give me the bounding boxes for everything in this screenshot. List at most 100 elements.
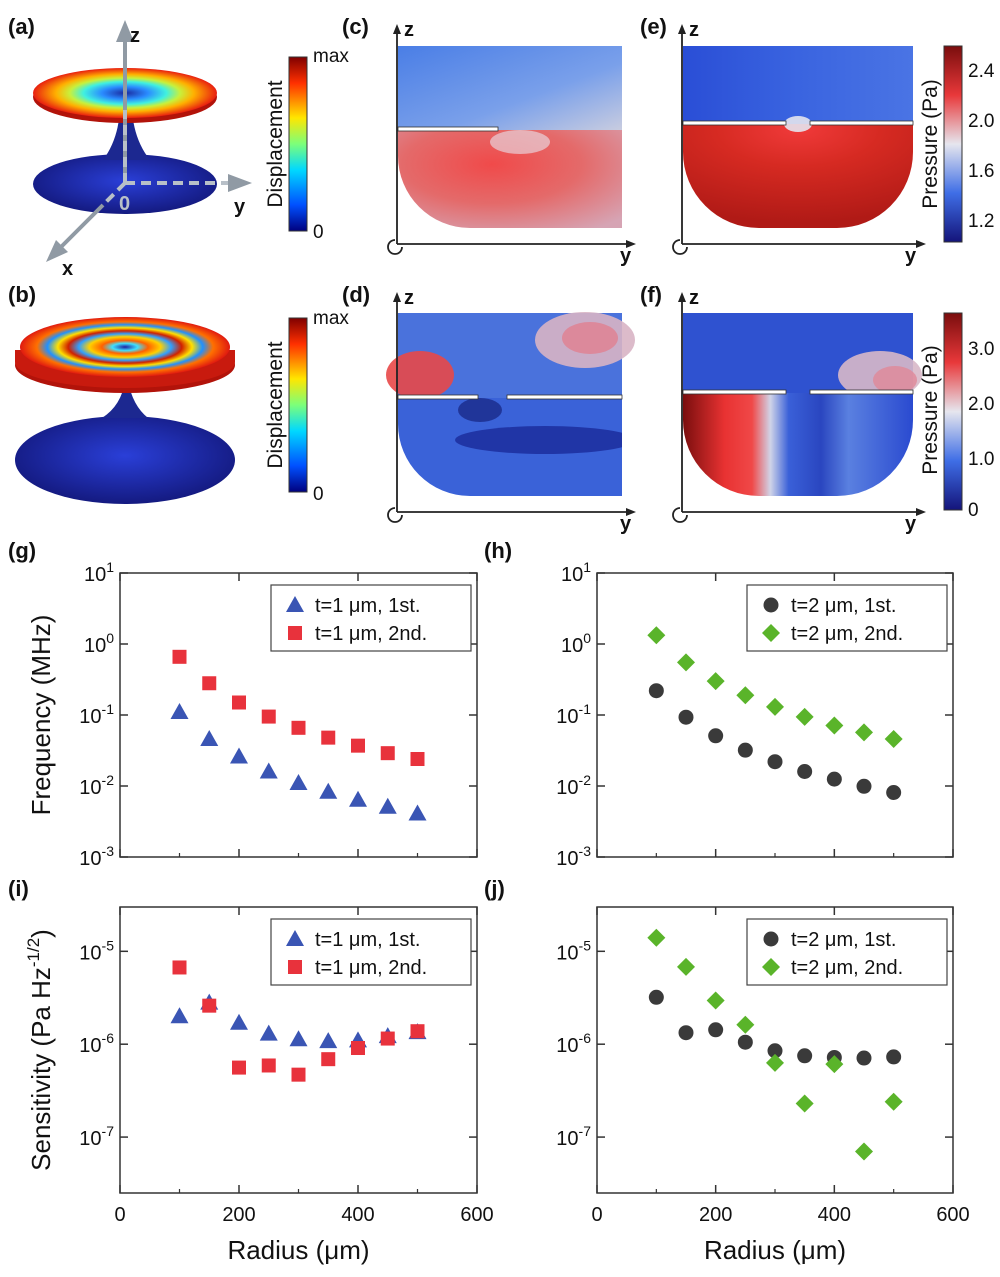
legend: t=1 μm, 1st. t=1 μm, 2nd. <box>270 918 472 986</box>
axis-origin-label: 0 <box>119 193 130 215</box>
colorbar-min-label: 0 <box>313 484 324 505</box>
axis-letter-y: y <box>905 245 917 267</box>
data-point <box>678 709 694 725</box>
colorbar-gradient <box>943 312 963 511</box>
x-axis-title: Radius (μm) <box>227 1235 369 1265</box>
colorbar-tick: 2.0 <box>968 394 994 415</box>
axis-letter-z: z <box>130 25 140 47</box>
data-point <box>767 754 783 770</box>
section-axis-letters: z y z y z y z y <box>404 19 917 535</box>
data-point <box>677 653 695 672</box>
membrane-plate <box>682 389 787 395</box>
data-point <box>410 1024 425 1039</box>
legend-label: t=2 μm, 1st. <box>791 595 896 617</box>
data-point <box>259 762 278 779</box>
axis-letter-y: y <box>234 196 246 218</box>
data-point <box>319 782 338 799</box>
data-point <box>647 626 666 645</box>
bottom-disk <box>15 416 235 504</box>
pressure-field-bottom <box>683 393 913 496</box>
data-point <box>884 729 903 748</box>
legend: t=2 μm, 1st. t=2 μm, 2nd. <box>746 918 948 986</box>
data-point <box>232 1060 246 1075</box>
section-axes <box>387 24 926 523</box>
y-tick-label: 10-1 <box>79 701 114 728</box>
legend: t=2 μm, 1st. t=2 μm, 2nd. <box>746 584 948 652</box>
y-tick-label: 10-7 <box>556 1123 591 1150</box>
series-diamond <box>647 928 903 1161</box>
membrane-3d-second-mode <box>15 317 235 504</box>
x-tick-label: 200 <box>222 1204 255 1226</box>
data-point <box>172 649 187 664</box>
data-point <box>319 1032 338 1049</box>
colorbar-tick: 0 <box>968 500 979 521</box>
colorbar-title: Pressure (Pa) <box>919 345 942 475</box>
colorbar-tick: 2.0 <box>968 111 994 132</box>
legend-marker <box>288 626 302 640</box>
colorbar-gradient <box>943 45 963 243</box>
data-point <box>706 991 725 1010</box>
data-point <box>825 716 844 735</box>
chart-j: 0 200 400 600 10-5 10-6 10-7 Radius (μm) t=2 μm,… <box>556 906 970 1265</box>
y-tick-label: 10-7 <box>79 1123 114 1150</box>
pressure-colorbar-1: 2.4 2.0 1.6 1.2 Pressure (Pa) <box>919 45 995 243</box>
data-point <box>351 1041 365 1056</box>
series-square <box>172 960 425 1082</box>
x-tick-label: 0 <box>591 1204 602 1226</box>
y-tick-label: 10-2 <box>556 772 591 799</box>
colorbar-gradient <box>288 317 308 493</box>
data-point <box>170 703 189 720</box>
colorbar-tick: 1.2 <box>968 211 994 232</box>
data-point <box>677 957 695 976</box>
y-tick-label: 101 <box>84 559 114 586</box>
legend-box <box>270 584 472 652</box>
membrane-plate-right <box>506 394 623 400</box>
colorbar-tick: 2.4 <box>968 61 995 82</box>
y-tick-label: 10-1 <box>556 701 591 728</box>
data-point <box>767 1043 783 1059</box>
y-tick-label: 10-5 <box>79 937 114 964</box>
data-point <box>261 1058 276 1073</box>
data-point <box>795 707 814 726</box>
chart-g: 101 100 10-1 10-2 10-3 Frequency (MHz) t=1 μm,… <box>26 559 478 870</box>
legend-label: t=1 μm, 2nd. <box>315 957 427 979</box>
colorbar-tick: 1.0 <box>968 449 994 470</box>
data-point <box>706 672 725 691</box>
legend-box <box>746 584 948 652</box>
y-axis-title: Sensitivity (Pa Hz-1/2) <box>24 929 56 1171</box>
y-tick-label: 10-3 <box>79 843 114 870</box>
data-point <box>232 695 246 710</box>
y-tick-label: 10-3 <box>556 843 591 870</box>
colorbar-tick: 3.0 <box>968 339 994 360</box>
data-point <box>647 928 666 947</box>
legend-marker <box>763 931 779 947</box>
membrane-plate <box>397 394 479 400</box>
axis-letter-z: z <box>689 19 699 41</box>
data-point <box>856 778 872 794</box>
x-tick-label: 600 <box>460 1204 493 1226</box>
data-point <box>856 1050 872 1066</box>
colorbar-tick: 1.6 <box>968 161 994 182</box>
legend-marker <box>762 624 780 642</box>
data-point <box>349 790 367 807</box>
data-point <box>410 752 425 767</box>
panel-label-c: (c) <box>342 14 369 39</box>
data-point <box>648 989 664 1005</box>
panel-d: (d) <box>342 282 635 496</box>
z-axis-arrow <box>116 20 134 42</box>
membrane-plate-right <box>809 120 914 126</box>
data-point <box>170 1007 189 1024</box>
data-point <box>855 1142 873 1161</box>
legend-label: t=2 μm, 2nd. <box>791 957 903 979</box>
data-point <box>855 723 873 742</box>
x-tick-label: 400 <box>341 1204 374 1226</box>
data-point <box>737 742 753 758</box>
series-square <box>172 649 425 767</box>
legend: t=1 μm, 1st. t=1 μm, 2nd. <box>270 584 472 652</box>
data-point <box>648 683 664 699</box>
pressure-field-top <box>683 46 913 124</box>
legend-box <box>746 918 948 986</box>
panel-f: (f) <box>640 282 922 496</box>
data-point <box>708 1022 724 1038</box>
